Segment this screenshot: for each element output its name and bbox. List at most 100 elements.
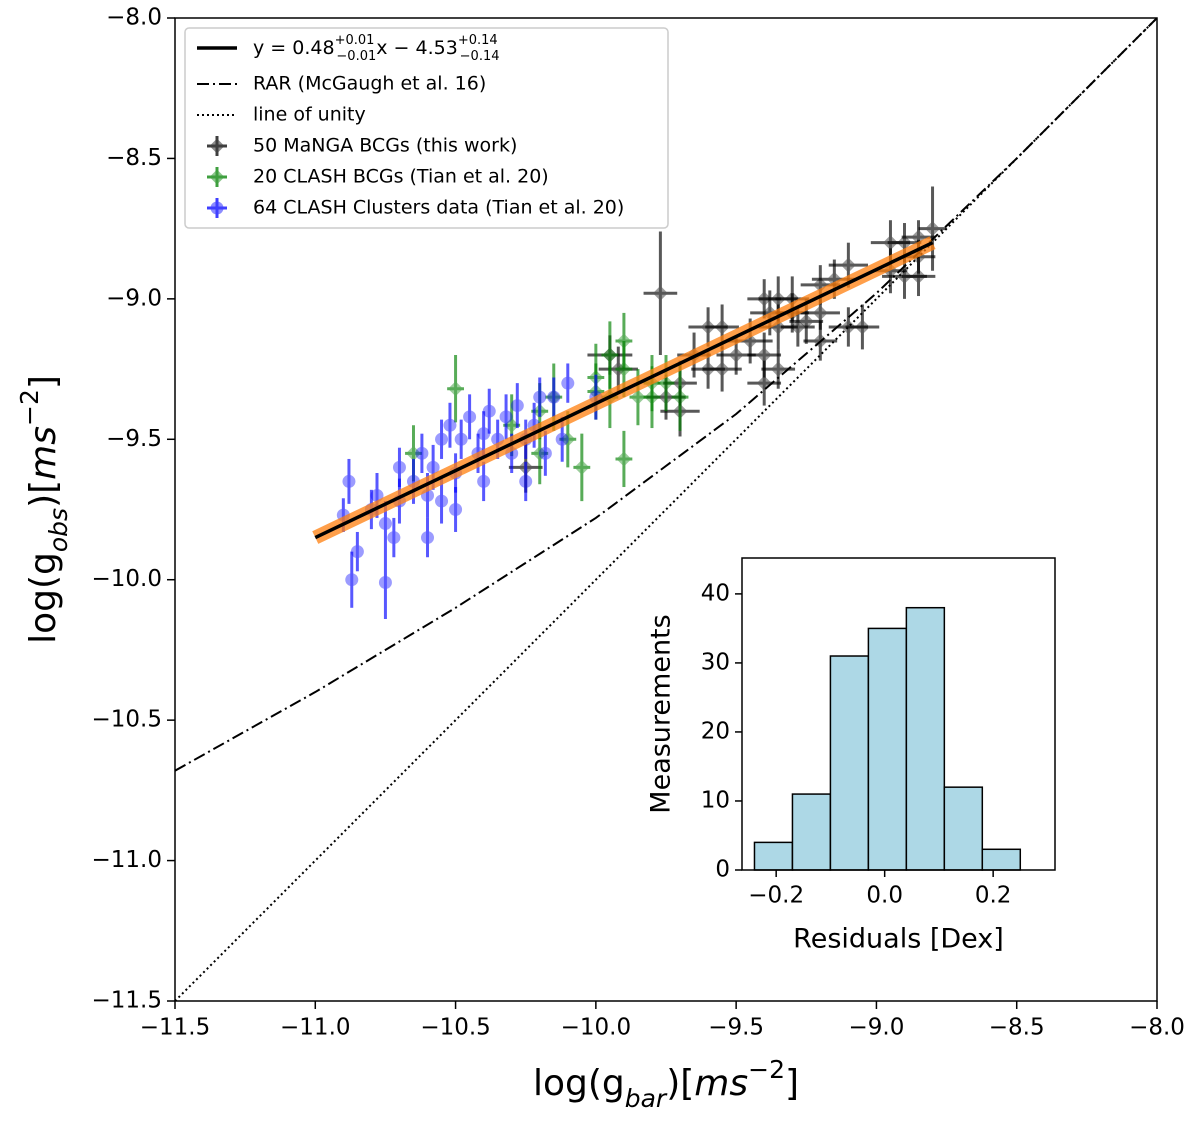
data-point <box>477 461 491 502</box>
data-point <box>342 458 356 504</box>
point <box>405 445 421 461</box>
point <box>378 576 392 590</box>
y-tick-label: −10.5 <box>92 707 162 733</box>
legend-label: line of unity <box>253 104 366 126</box>
data-point <box>415 433 429 473</box>
inset-x-tick-label: 0.0 <box>866 883 903 909</box>
data-point <box>435 419 449 459</box>
legend-label-part: +0.01 <box>335 33 375 48</box>
point <box>533 390 547 404</box>
data-point <box>803 321 838 361</box>
legend-label-part: +0.14 <box>458 33 498 48</box>
histogram-bar <box>981 848 1022 871</box>
inset-frame <box>741 557 1056 871</box>
point <box>840 257 856 273</box>
data-point <box>510 383 524 429</box>
legend-handle <box>207 136 227 156</box>
histogram-bar <box>905 606 946 871</box>
label-part: −2 <box>15 389 44 426</box>
y-tick-label: −10.0 <box>92 566 162 592</box>
data-point <box>443 402 457 448</box>
label-part: −2 <box>748 1055 785 1084</box>
x-tick-label: −8.0 <box>1129 1015 1185 1041</box>
legend-box <box>184 27 669 229</box>
x-tick-label: −11.5 <box>140 1015 210 1041</box>
point <box>700 319 716 335</box>
data-point <box>561 363 575 403</box>
plot-area <box>175 18 1157 1001</box>
inset-y-tick-label: 20 <box>701 718 730 744</box>
data-point <box>435 478 449 524</box>
data-point <box>533 377 547 417</box>
point <box>426 460 440 474</box>
point <box>547 390 561 404</box>
data-point <box>747 360 782 406</box>
label-part: ] <box>23 375 64 389</box>
point <box>504 417 520 433</box>
x-tick-label: −11.0 <box>280 1015 350 1041</box>
histogram-bar <box>943 786 984 871</box>
point <box>616 451 632 467</box>
point <box>477 474 491 488</box>
fit-line <box>314 241 934 540</box>
point <box>510 399 524 413</box>
legend-label-part: −0.01 <box>336 49 376 64</box>
label-part: log(g <box>533 1063 625 1104</box>
data-point <box>447 355 464 423</box>
rar-line <box>175 18 1157 772</box>
point <box>378 517 392 531</box>
data-point <box>477 411 491 457</box>
inset-y-tick-label: 30 <box>701 649 730 675</box>
x-tick-label: −10.0 <box>561 1015 631 1041</box>
data-point <box>573 433 591 502</box>
data-point <box>387 517 401 558</box>
point <box>449 503 463 516</box>
point <box>812 333 828 349</box>
data-point <box>345 551 359 608</box>
legend-label-part: x − 4.53 <box>376 37 458 59</box>
data-point <box>747 279 782 319</box>
point <box>560 431 576 447</box>
data-point <box>538 430 552 476</box>
point <box>770 361 786 377</box>
data-point <box>499 394 513 440</box>
point <box>342 474 356 488</box>
legend-label: 20 CLASH BCGs (Tian et al. 20) <box>253 166 549 188</box>
inset-x-label: Residuals [Dex] <box>793 924 1004 955</box>
label-part: )[ <box>23 480 64 508</box>
data-point <box>449 487 463 532</box>
point <box>840 319 856 335</box>
data-point <box>454 419 468 459</box>
point <box>616 361 632 377</box>
inset-y-label: Measurements <box>646 614 677 813</box>
histogram-bar <box>753 841 794 871</box>
point <box>812 305 828 321</box>
point <box>756 347 772 363</box>
label-part: ] <box>785 1063 799 1104</box>
legend-label-part: −0.14 <box>460 49 500 64</box>
point <box>443 418 457 432</box>
data-point <box>559 411 577 468</box>
point <box>392 460 406 474</box>
data-point <box>688 307 728 347</box>
point <box>532 445 548 461</box>
legend-marker <box>209 138 225 154</box>
point <box>561 376 575 390</box>
data-point <box>615 430 633 488</box>
legend-marker <box>209 169 225 185</box>
point <box>435 432 449 446</box>
legend-label: RAR (McGaugh et al. 16) <box>253 73 486 95</box>
point <box>538 446 552 460</box>
histogram-bar <box>867 627 908 871</box>
label-part: )[ <box>666 1063 694 1104</box>
inset-x-tick-label: −0.2 <box>748 883 804 909</box>
y-tick-label: −11.0 <box>92 847 162 873</box>
point <box>421 531 435 545</box>
x-tick-label: −10.5 <box>420 1015 490 1041</box>
data-point <box>702 346 742 392</box>
point <box>925 221 941 237</box>
point <box>370 488 384 502</box>
label-part: ms <box>694 1063 748 1104</box>
